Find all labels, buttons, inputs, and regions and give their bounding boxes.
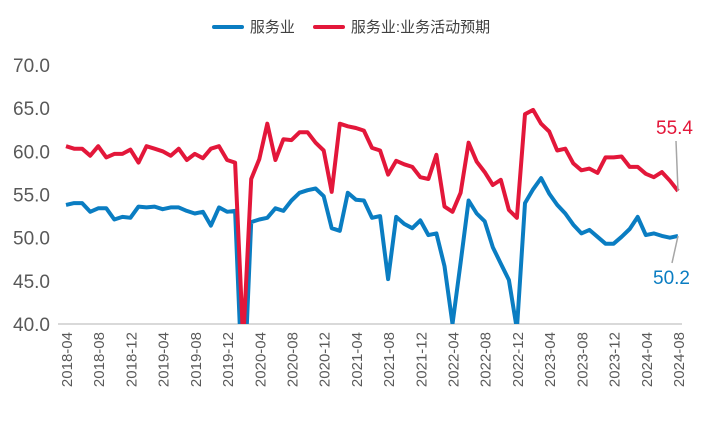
x-tick-label: 2019-08: [188, 332, 205, 387]
x-tick-label: 2021-08: [381, 332, 398, 387]
y-tick-label: 60.0: [13, 142, 50, 163]
x-tick-label: 2018-08: [91, 332, 108, 387]
x-tick-label: 2024-08: [671, 332, 688, 387]
y-tick-label: 55.0: [13, 186, 50, 207]
end-label-leader-expectations: [675, 140, 679, 192]
x-tick-label: 2019-04: [156, 332, 173, 387]
x-tick-label: 2024-04: [639, 332, 656, 387]
x-tick-label: 2021-04: [349, 332, 366, 387]
x-tick-label: 2018-04: [59, 332, 76, 387]
x-tick-label: 2020-04: [252, 332, 269, 387]
y-tick-label: 45.0: [13, 272, 50, 293]
x-tick-label: 2018-12: [123, 332, 140, 387]
legend-swatch-services: [211, 24, 244, 29]
series-line-expectations: [65, 107, 680, 324]
x-tick-label: 2019-12: [220, 332, 237, 387]
legend-item-services[interactable]: 服务业: [211, 16, 295, 37]
series-line-services: [65, 176, 679, 324]
x-tick-label: 2022-08: [478, 332, 495, 387]
legend-label-expectations: 服务业:业务活动预期: [350, 19, 491, 36]
x-tick-label: 2022-04: [446, 332, 463, 387]
y-tick-label: 40.0: [13, 315, 50, 336]
y-tick-label: 65.0: [13, 99, 50, 120]
x-tick-label: 2020-12: [317, 332, 334, 387]
x-tick-label: 2022-12: [510, 332, 527, 387]
legend-item-expectations[interactable]: 服务业:业务活动预期: [312, 16, 491, 37]
x-tick-label: 2023-04: [542, 332, 559, 387]
x-tick-label: 2021-12: [413, 332, 430, 387]
end-label-expectations: 55.4: [656, 118, 693, 139]
legend-swatch-expectations: [312, 24, 345, 29]
legend-label-services: 服务业: [249, 19, 295, 36]
x-tick-label: 2020-08: [284, 332, 301, 387]
end-label-services: 50.2: [653, 268, 690, 289]
end-label-leader-services: [671, 235, 679, 264]
legend: 服务业 服务业:业务活动预期: [0, 16, 702, 37]
y-tick-label: 50.0: [13, 229, 50, 250]
x-tick-label: 2023-12: [607, 332, 624, 387]
y-tick-label: 70.0: [13, 56, 50, 77]
x-tick-label: 2023-08: [574, 332, 591, 387]
